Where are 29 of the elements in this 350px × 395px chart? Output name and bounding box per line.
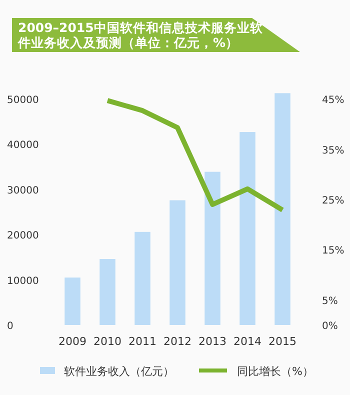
x-tick-label: 2015 xyxy=(268,335,296,348)
bar xyxy=(170,200,186,325)
bar xyxy=(100,259,116,325)
y2-tick-label: 5% xyxy=(322,296,338,307)
legend-label: 软件业务收入（亿元） xyxy=(64,365,174,378)
bar xyxy=(204,172,220,325)
bar xyxy=(240,132,256,325)
y2-tick-label: 15% xyxy=(322,246,344,257)
y-tick-label: 10000 xyxy=(7,276,39,287)
bar xyxy=(134,232,150,325)
bar xyxy=(64,278,80,325)
y-tick-label: 50000 xyxy=(7,95,39,106)
x-tick-label: 2014 xyxy=(234,335,262,348)
x-tick-label: 2012 xyxy=(164,335,192,348)
y-tick-label: 0 xyxy=(7,321,14,332)
y2-tick-label: 0% xyxy=(322,321,338,332)
y2-tick-label: 45% xyxy=(322,95,344,106)
y-tick-label: 40000 xyxy=(7,140,39,152)
x-tick-label: 2011 xyxy=(128,335,156,348)
x-tick-label: 2009 xyxy=(58,335,86,348)
x-tick-label: 2010 xyxy=(94,335,122,348)
y-tick-label: 30000 xyxy=(7,185,39,196)
bar xyxy=(274,93,290,325)
legend-label: 同比增长（%） xyxy=(237,365,314,378)
y2-tick-label: 35% xyxy=(322,145,344,156)
y2-tick-label: 25% xyxy=(322,195,344,206)
x-tick-label: 2013 xyxy=(198,335,226,348)
chart-title: 2009–2015中国软件和信息技术服务业软件业务收入及预测（单位：亿元，%） xyxy=(17,20,264,50)
y-tick-label: 20000 xyxy=(7,230,39,242)
